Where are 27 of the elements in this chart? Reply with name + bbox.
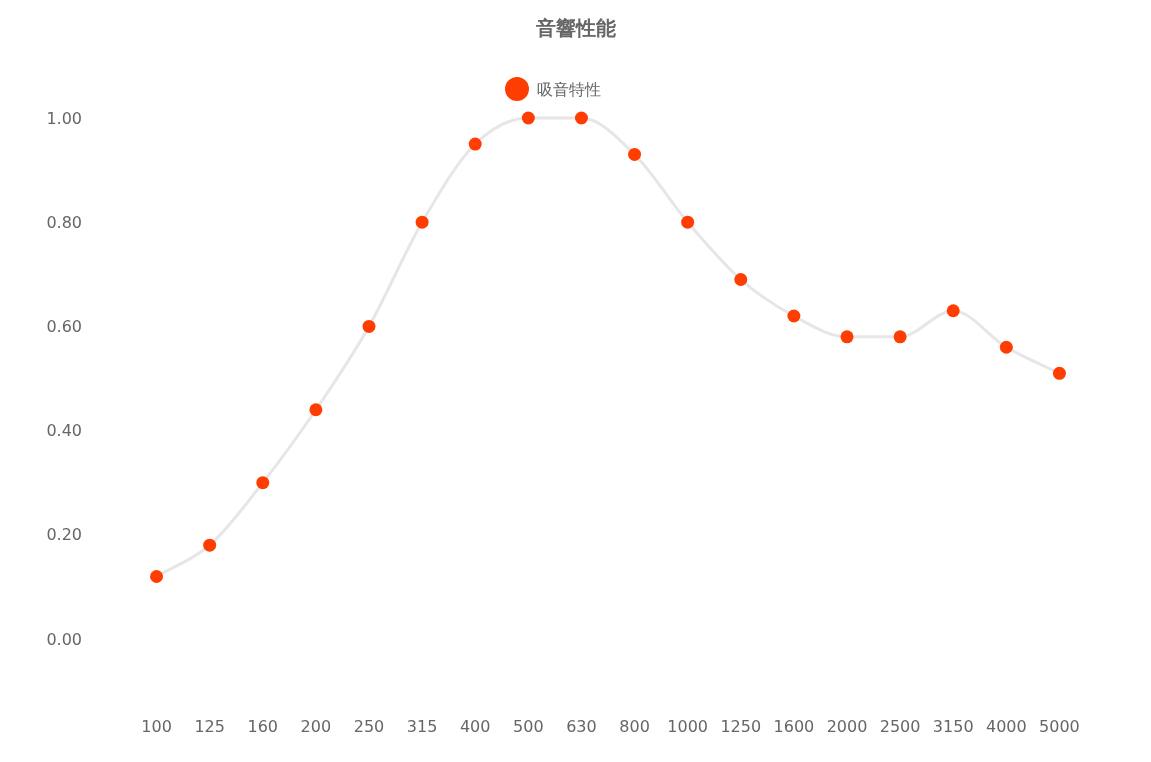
legend-label: 吸音特性 (537, 79, 601, 99)
xtick: 500 (513, 716, 544, 736)
legend: 吸音特性 (505, 77, 601, 101)
xtick: 630 (566, 716, 597, 736)
ytick: 0.40 (46, 421, 82, 441)
ytick: 0.20 (46, 525, 82, 545)
xtick: 1600 (773, 716, 815, 736)
xtick: 2000 (826, 716, 868, 736)
ytick: 0.80 (46, 212, 82, 232)
xtick: 100 (141, 716, 172, 736)
xtick: 4000 (985, 716, 1027, 736)
xtick: 3150 (932, 716, 974, 736)
xtick: 250 (353, 716, 385, 736)
xtick: 1250 (720, 716, 762, 736)
xtick: 125 (194, 716, 225, 736)
xtick: 5000 (1039, 716, 1080, 736)
xtick: 800 (619, 716, 650, 736)
xtick: 2500 (879, 716, 921, 736)
xtick: 200 (300, 716, 332, 736)
ytick: 0.00 (46, 629, 82, 649)
title: 音響性能 (535, 16, 616, 40)
xtick: 1000 (667, 716, 709, 736)
ytick: 1.00 (46, 108, 82, 128)
xtick: 400 (459, 716, 491, 736)
ytick: 0.60 (46, 316, 82, 336)
xtick: 160 (247, 716, 279, 736)
xtick: 315 (406, 716, 438, 736)
